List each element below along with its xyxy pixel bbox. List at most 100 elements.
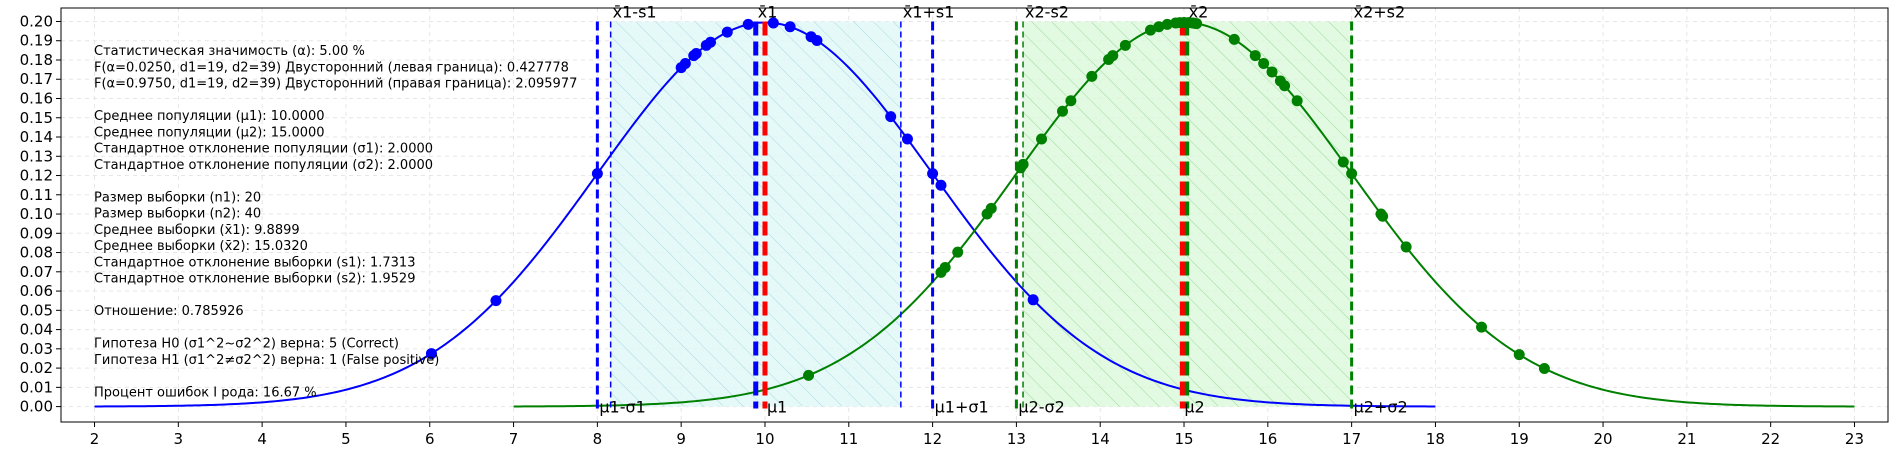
info-line: Стандартное отклонение популяции (σ2): 2…: [94, 158, 433, 173]
y-tick-label: 0.07: [20, 263, 53, 281]
x-tick-label: 22: [1761, 430, 1780, 448]
info-line: Гипотеза H0 (σ1^2~σ2^2) верна: 5 (Correc…: [94, 337, 399, 352]
line-label-bottom: μ2+σ2: [1354, 398, 1408, 417]
y-tick-label: 0.06: [20, 282, 53, 300]
y-tick-label: 0.18: [20, 51, 53, 69]
x-tick-label: 14: [1091, 430, 1110, 448]
sample-point-2: [1161, 18, 1173, 30]
x-tick-label: 5: [341, 430, 351, 448]
x-tick-label: 17: [1342, 430, 1361, 448]
sample-point-1: [811, 35, 823, 47]
x-tick-label: 2: [90, 430, 100, 448]
x-tick-label: 4: [257, 430, 267, 448]
info-line: Размер выборки (n1): 20: [94, 190, 261, 205]
x-tick-label: 21: [1677, 430, 1696, 448]
sample-point-2: [1400, 241, 1412, 253]
line-label-bottom: μ2: [1184, 398, 1204, 417]
y-tick-label: 0.04: [20, 321, 53, 339]
line-label-top: x̄2: [1189, 2, 1209, 21]
info-line: Статистическая значимость (α): 5.00 %: [94, 44, 365, 59]
line-label-bottom: μ1-σ1: [599, 398, 645, 417]
sample-point-2: [939, 261, 951, 273]
sample-point-1: [679, 57, 691, 69]
y-tick-label: 0.12: [20, 167, 53, 185]
sample-point-2: [1188, 17, 1200, 29]
sample-point-2: [985, 202, 997, 214]
sample-point-1: [690, 47, 702, 59]
sample-point-2: [1056, 105, 1068, 117]
y-tick-label: 0.13: [20, 147, 53, 165]
sample-point-2: [1476, 321, 1488, 333]
y-tick-label: 0.02: [20, 359, 53, 377]
info-line: Среднее популяции (μ2): 15.0000: [94, 125, 325, 140]
sample-point-2: [1107, 50, 1119, 62]
y-tick-label: 0.09: [20, 224, 53, 242]
sample-point-1: [885, 111, 897, 123]
sample-point-2: [1279, 80, 1291, 92]
sample-point-2: [1249, 50, 1261, 62]
info-line: F(α=0.0250, d1=19, d2=39) Двусторонний (…: [94, 60, 569, 75]
sample-point-2: [1017, 158, 1029, 170]
sample-point-2: [1377, 210, 1389, 222]
y-tick-label: 0.15: [20, 109, 53, 127]
sample-point-2: [1346, 168, 1358, 180]
y-tick-label: 0.19: [20, 32, 53, 50]
y-tick-label: 0.03: [20, 340, 53, 358]
y-tick-label: 0.00: [20, 398, 53, 416]
info-line: Среднее популяции (μ1): 10.0000: [94, 109, 325, 124]
x-tick-label: 10: [755, 430, 774, 448]
line-label-top: x̄2-s2: [1025, 2, 1069, 21]
info-line: F(α=0.9750, d1=19, d2=39) Двусторонний (…: [94, 77, 577, 92]
sample-point-2: [1036, 133, 1048, 145]
sample-point-2: [1065, 95, 1077, 107]
y-tick-label: 0.08: [20, 244, 53, 262]
info-line: Среднее выборки (x̄2): 15.0320: [94, 239, 308, 254]
grid: [61, 8, 1888, 422]
sample-point-2: [952, 246, 964, 258]
sample-point-1: [901, 133, 913, 145]
x-tick-label: 7: [509, 430, 519, 448]
sample-point-1: [784, 21, 796, 33]
info-line: Среднее выборки (x̄1): 9.8899: [94, 223, 300, 238]
info-text: Статистическая значимость (α): 5.00 %F(α…: [94, 44, 577, 400]
y-tick-label: 0.16: [20, 90, 53, 108]
sample-point-2: [1153, 21, 1165, 33]
line-labels: μ1-σ1 x̄1-s1 x̄1 μ1 x̄1+s1 μ1+σ1 μ2-σ2 x̄2-s2 x̄…: [599, 2, 1407, 416]
sample-point-1: [490, 295, 502, 307]
y-tick-label: 0.17: [20, 70, 53, 88]
x-tick-label: 19: [1510, 430, 1529, 448]
line-label-bottom: μ1: [767, 398, 787, 417]
info-line: Гипотеза H1 (σ1^2≠σ2^2) верна: 1 (False …: [94, 353, 439, 368]
sample-point-2: [803, 369, 815, 381]
x-tick-label: 8: [593, 430, 603, 448]
sample-point-2: [1266, 66, 1278, 78]
axes: 2 3 4 5 6 7 8 9 10 11 12 13 14 15 16 17 18 19 20 21 22 230.00…: [20, 12, 1864, 448]
info-line: Стандартное отклонение выборки (s1): 1.7…: [94, 255, 415, 270]
info-line: Стандартное отклонение выборки (s2): 1.9…: [94, 272, 415, 287]
line-label-bottom: μ1+σ1: [935, 398, 989, 417]
x-tick-label: 23: [1845, 430, 1864, 448]
y-tick-label: 0.20: [20, 12, 53, 30]
y-tick-label: 0.05: [20, 301, 53, 319]
x-tick-label: 6: [425, 430, 435, 448]
x-tick-label: 15: [1174, 430, 1193, 448]
sample-point-2: [1228, 33, 1240, 45]
sample-point-1: [935, 179, 947, 191]
sample-point-2: [1291, 95, 1303, 107]
y-tick-label: 0.01: [20, 378, 53, 396]
sample-point-2: [1119, 39, 1131, 51]
sample-point-1: [705, 36, 717, 48]
sample-point-1: [425, 348, 437, 360]
reference-lines: [595, 21, 1354, 409]
sample-point-2: [1513, 349, 1525, 361]
x-tick-label: 16: [1258, 430, 1277, 448]
x-tick-label: 13: [1007, 430, 1026, 448]
info-line: Процент ошибок I рода: 16.67 %: [94, 385, 317, 400]
sample-point-2: [1086, 70, 1098, 82]
line-label-top: x̄2+s2: [1354, 2, 1406, 21]
sample-point-1: [742, 18, 754, 30]
sample-point-1: [927, 168, 939, 180]
line-label-top: x̄1: [758, 2, 778, 21]
y-tick-label: 0.14: [20, 128, 53, 146]
